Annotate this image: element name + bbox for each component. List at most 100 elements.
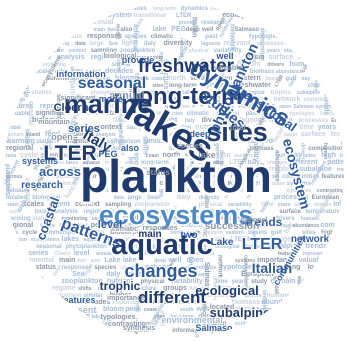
word-model-31: model xyxy=(99,94,126,104)
filler-word-decrease: decrease xyxy=(214,73,221,103)
filler-word-italian: Italian xyxy=(217,167,231,173)
filler-word-web: web xyxy=(340,279,347,285)
filler-word-open: open xyxy=(187,257,204,264)
word-halo-trophic-22: trophic xyxy=(100,279,141,293)
filler-word-drivers: drivers xyxy=(245,293,262,299)
filler-word-trends: trends xyxy=(318,13,337,19)
filler-word-human: human xyxy=(290,61,313,68)
filler-word-north: north xyxy=(158,311,164,327)
filler-word-basin: basin xyxy=(284,132,297,138)
filler-word-variability: variability xyxy=(170,278,203,285)
filler-word-cloern: Cloern xyxy=(54,251,70,257)
filler-word-context: context xyxy=(4,283,10,304)
filler-word-information: information xyxy=(138,251,166,257)
filler-word-light: light xyxy=(163,117,178,124)
filler-word-domain: domain xyxy=(6,132,24,138)
filler-word-western: western xyxy=(196,306,223,313)
filler-word-data: data xyxy=(113,195,124,201)
filler-word-comparison: comparison xyxy=(107,139,141,145)
filler-word-sampling: sampling xyxy=(105,202,132,208)
filler-word-typologies: typologies xyxy=(249,34,280,40)
filler-word-gulf: gulf xyxy=(271,230,283,236)
filler-word-trophic: trophic xyxy=(271,90,292,96)
filler-word-changes: changes xyxy=(277,6,298,12)
filler-word-shifts: shifts xyxy=(115,59,121,73)
filler-word-monitoring: monitoring xyxy=(40,62,66,68)
filler-word-national: national xyxy=(178,38,184,58)
word-research-34: research xyxy=(21,180,63,191)
word-salmaso-50: Salmaso xyxy=(195,323,233,333)
filler-word-scale: scale xyxy=(40,146,53,152)
filler-word-sites: sites xyxy=(124,160,136,166)
word-succession-39: succession xyxy=(205,221,259,232)
filler-word-contrasting: contrasting xyxy=(320,111,347,117)
word-halo-ecosystems-1: ecosystems xyxy=(99,200,254,230)
word-two-42: two xyxy=(180,230,197,241)
filler-word-shifts: shifts xyxy=(142,136,149,155)
filler-word-series: series xyxy=(28,19,48,26)
filler-word-trophic: trophic xyxy=(269,166,293,173)
filler-word-high: high xyxy=(321,230,334,236)
filler-word-period: period xyxy=(90,146,109,152)
filler-word-plankton: plankton xyxy=(6,6,31,12)
filler-word-temperature: temperature xyxy=(298,55,327,61)
word-different-12: different xyxy=(138,288,206,307)
filler-word-series: series xyxy=(55,328,73,334)
filler-word-biomass: biomass xyxy=(232,299,261,306)
word-located-65: located xyxy=(210,304,235,311)
filler-word-regime: regime xyxy=(52,285,75,292)
filler-word-italian: Italian xyxy=(209,321,227,327)
filler-word-coastal: coastal xyxy=(6,20,24,26)
word-ecosystems-1: ecosystems xyxy=(99,200,254,230)
filler-word-valuable: valuable xyxy=(6,188,31,194)
filler-word-ecosystem: ecosystem xyxy=(116,166,152,173)
filler-word-cloern: Cloern xyxy=(82,174,101,180)
word-halo-changes-11: changes xyxy=(124,261,197,281)
filler-word-decades: decades xyxy=(82,299,110,306)
filler-word-basin: basin xyxy=(259,200,271,214)
filler-word-lter: LTER xyxy=(176,13,192,19)
filler-word-key: key xyxy=(75,145,87,152)
filler-word-well: well xyxy=(264,104,275,110)
filler-word-variability: variability xyxy=(214,48,243,54)
filler-word-changes: changes xyxy=(267,236,296,243)
filler-word-monitoring: monitoring xyxy=(6,292,43,299)
word-halo-mountain-55: mountain xyxy=(38,119,70,126)
word-aquatic-3: aquatic xyxy=(111,229,213,261)
filler-word-shown: shown xyxy=(168,145,190,152)
filler-word-annual: annual xyxy=(127,174,144,180)
filler-word-biomass: biomass xyxy=(250,69,275,75)
filler-word-research: research xyxy=(241,328,266,334)
filler-word-phytoplankton: phytoplankton xyxy=(65,244,107,250)
word-significant-54: significant xyxy=(60,95,96,102)
word-halo-lter-19: LTER xyxy=(242,236,283,253)
word-valuable-53: valuable xyxy=(214,65,242,72)
filler-word-synthesis: synthesis xyxy=(262,111,285,117)
filler-word-trophic: trophic xyxy=(246,244,263,250)
filler-word-level: level xyxy=(104,173,120,180)
filler-word-structure: structure xyxy=(130,286,157,292)
filler-word-plankton: plankton xyxy=(6,237,27,243)
filler-word-coastal: coastal xyxy=(27,101,34,125)
filler-word-features: features xyxy=(6,103,33,110)
filler-word-data: data xyxy=(113,117,128,124)
filler-word-typologies: typologies xyxy=(221,264,256,271)
filler-word-systems: systems xyxy=(287,181,312,187)
word-network-35: network xyxy=(291,234,330,245)
filler-word-dynamics: dynamics xyxy=(170,237,193,243)
filler-word-lter: LTER xyxy=(198,94,204,107)
filler-word-subalpine: subalpine xyxy=(297,90,321,96)
word-typologies-63: typologies xyxy=(100,314,135,321)
filler-word-information: information xyxy=(131,24,138,63)
filler-word-nutrient: nutrient xyxy=(172,206,178,225)
filler-word-model: model xyxy=(115,24,121,39)
word-sites-5: sites xyxy=(206,117,268,147)
filler-word-climatic: climatic xyxy=(120,265,139,271)
filler-word-scales: scales xyxy=(315,272,334,278)
filler-word-aquatic: aquatic xyxy=(83,160,101,166)
filler-word-changes: changes xyxy=(308,83,333,89)
filler-word-higher: higher xyxy=(110,292,132,299)
filler-word-reported: reported xyxy=(133,73,140,101)
filler-word-contrasting: contrasting xyxy=(317,188,344,194)
word-halo-annual-30: annual xyxy=(109,90,144,102)
